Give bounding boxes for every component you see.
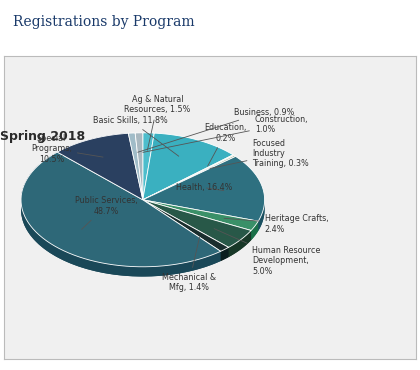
Polygon shape	[143, 200, 258, 240]
Text: Special
Programs,
10.5%: Special Programs, 10.5%	[31, 134, 103, 164]
Polygon shape	[57, 133, 143, 200]
Text: Public Services,
48.7%: Public Services, 48.7%	[75, 196, 138, 229]
Polygon shape	[21, 133, 135, 209]
Text: Focused
Industry
Training, 0.3%: Focused Industry Training, 0.3%	[210, 139, 309, 168]
Polygon shape	[143, 200, 228, 251]
Polygon shape	[21, 200, 220, 276]
Polygon shape	[143, 133, 233, 200]
Polygon shape	[143, 165, 234, 200]
Text: Construction,
1.0%: Construction, 1.0%	[143, 115, 308, 152]
Polygon shape	[143, 200, 258, 231]
Polygon shape	[228, 231, 251, 257]
Polygon shape	[21, 152, 220, 267]
Text: Ag & Natural
Resources, 1.5%: Ag & Natural Resources, 1.5%	[124, 95, 191, 150]
Polygon shape	[143, 143, 233, 200]
Polygon shape	[135, 142, 143, 200]
Text: Education,
0.2%: Education, 0.2%	[205, 123, 247, 166]
Polygon shape	[143, 155, 234, 200]
Polygon shape	[135, 133, 143, 200]
Text: Health, 16.4%: Health, 16.4%	[176, 183, 232, 192]
Polygon shape	[143, 166, 265, 231]
Polygon shape	[128, 143, 143, 200]
Polygon shape	[143, 200, 228, 261]
Polygon shape	[143, 165, 236, 200]
Text: Heritage Crafts,
2.4%: Heritage Crafts, 2.4%	[224, 215, 328, 234]
Text: Spring 2018: Spring 2018	[0, 130, 86, 143]
Polygon shape	[143, 200, 251, 248]
Polygon shape	[251, 221, 258, 240]
Polygon shape	[143, 142, 154, 200]
Text: Business, 0.9%: Business, 0.9%	[138, 108, 294, 152]
Polygon shape	[57, 143, 143, 200]
Polygon shape	[21, 162, 220, 276]
Polygon shape	[220, 248, 228, 261]
Polygon shape	[21, 152, 57, 209]
Polygon shape	[143, 155, 236, 200]
Polygon shape	[21, 133, 128, 209]
Polygon shape	[258, 200, 265, 231]
Polygon shape	[143, 200, 251, 257]
Polygon shape	[128, 133, 143, 200]
Polygon shape	[143, 133, 154, 200]
Text: Mechanical &
Mfg, 1.4%: Mechanical & Mfg, 1.4%	[162, 237, 216, 292]
Text: Basic Skills, 11.8%: Basic Skills, 11.8%	[93, 116, 179, 156]
Polygon shape	[143, 157, 265, 221]
Text: Human Resource
Development,
5.0%: Human Resource Development, 5.0%	[214, 229, 321, 276]
Text: Registrations by Program: Registrations by Program	[13, 15, 194, 29]
